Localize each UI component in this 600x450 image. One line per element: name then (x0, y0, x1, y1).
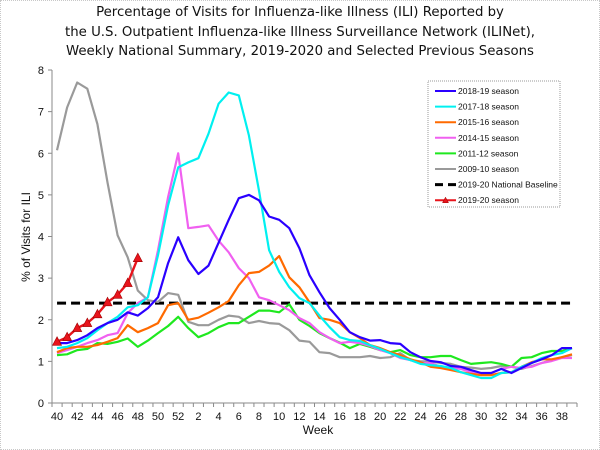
series-line-2017-18-season (56, 91, 573, 380)
data-point-triangle-2019-20 (112, 289, 123, 299)
series-line-2018-19-season (57, 193, 572, 375)
legend-label: 2018-19 season (458, 86, 519, 96)
x-tick-label: 34 (515, 411, 527, 423)
series-line-2011-12-season (56, 303, 573, 368)
x-tick-label: 50 (152, 411, 164, 423)
legend-label: 2019-20 season (458, 195, 519, 205)
y-tick-label: 4 (38, 232, 44, 244)
data-point-triangle-2019-20 (92, 308, 103, 319)
x-tick-label: 48 (132, 411, 144, 423)
y-tick-label: 8 (38, 65, 44, 77)
series-line-2009-10-season (55, 81, 573, 370)
legend-label: 2009-10 season (458, 164, 519, 174)
data-point-triangle-2019-20 (102, 296, 113, 307)
y-tick-label: 2 (38, 315, 44, 327)
data-point-triangle-2019-20 (72, 322, 83, 332)
legend-triangle-marker (442, 196, 449, 203)
x-tick-label: 32 (495, 411, 507, 423)
legend-label: 2019-20 National Baseline (458, 180, 558, 190)
x-tick-label: 26 (435, 411, 447, 423)
chart-title-line-1: Percentage of Visits for Influenza-like … (96, 5, 504, 20)
y-tick-label: 5 (38, 190, 44, 202)
x-tick-label: 12 (293, 411, 305, 423)
data-point-triangle-2019-20 (52, 336, 63, 346)
legend-label: 2014-15 season (458, 133, 519, 143)
x-tick-label: 40 (51, 411, 63, 423)
x-tick-label: 8 (256, 411, 262, 423)
data-point-triangle-2019-20 (82, 317, 93, 327)
data-point-triangle-2019-20 (62, 331, 73, 342)
legend-label: 2015-16 season (458, 117, 519, 127)
x-tick-label: 6 (236, 411, 242, 423)
data-point-triangle-2019-20 (132, 252, 143, 262)
x-tick-label: 14 (313, 411, 325, 423)
y-axis-label: % of Visits for ILI (19, 192, 33, 282)
y-tick-label: 0 (38, 398, 44, 410)
y-tick-label: 7 (38, 107, 44, 119)
x-tick-label: 38 (556, 411, 568, 423)
x-tick-label: 44 (91, 411, 103, 423)
x-axis-label: Week (303, 423, 334, 437)
x-tick-label: 36 (536, 411, 548, 423)
y-tick-label: 1 (38, 356, 44, 368)
x-tick-label: 4 (216, 411, 222, 423)
legend-label: 2017-18 season (458, 102, 519, 112)
x-tick-label: 30 (475, 411, 487, 423)
data-point-triangle-2019-20 (122, 277, 133, 287)
x-tick-label: 28 (455, 411, 467, 423)
chart-title: Percentage of Visits for Influenza-like … (0, 3, 600, 62)
x-tick-label: 52 (172, 411, 184, 423)
x-tick-label: 24 (414, 411, 426, 423)
x-tick-label: 10 (273, 411, 285, 423)
x-tick-label: 22 (394, 411, 406, 423)
series-line-2015-16-season (56, 255, 573, 377)
x-tick-label: 42 (71, 411, 83, 423)
y-tick-label: 6 (38, 148, 44, 160)
x-tick-label: 20 (374, 411, 386, 423)
legend: 2018-19 season 2017-18 season 2015-16 seas… (427, 80, 561, 208)
chart-title-line-3: Weekly National Summary, 2019-2020 and S… (66, 44, 534, 59)
x-tick-label: 2 (195, 411, 201, 423)
x-tick-label: 18 (354, 411, 366, 423)
legend-label: 2011-12 season (458, 148, 519, 158)
x-tick-label: 16 (334, 411, 346, 423)
series-layer (52, 81, 573, 380)
chart-title-line-2: the U.S. Outpatient Influenza-like Illne… (65, 24, 535, 40)
y-tick-label: 3 (38, 273, 44, 285)
x-tick-label: 46 (112, 411, 124, 423)
